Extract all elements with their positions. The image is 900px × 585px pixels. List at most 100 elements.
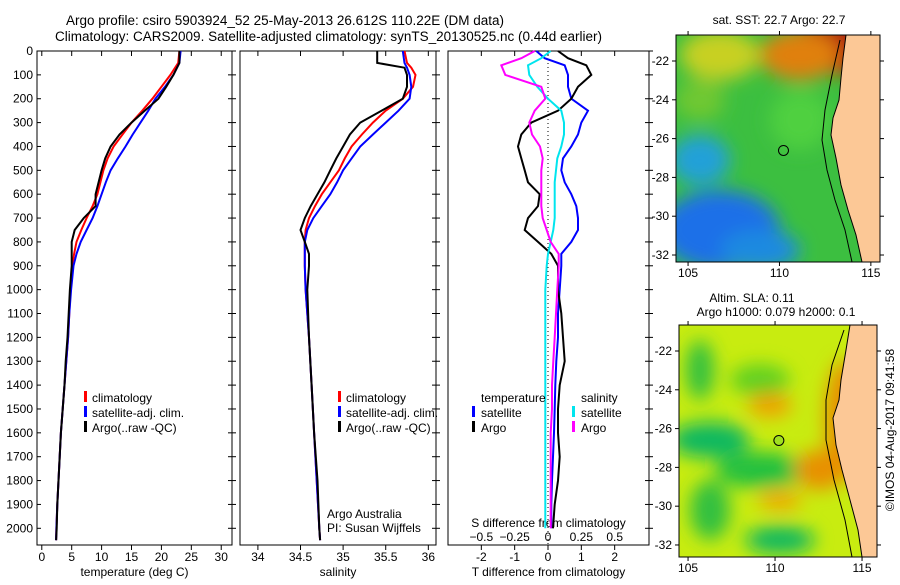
legend-label-t-satellite: satellite [481, 406, 522, 420]
series-T-satellite [535, 50, 590, 529]
x-tick-label: 36 [422, 550, 436, 564]
sst-map-title: sat. SST: 22.7 Argo: 22.7 [713, 13, 846, 27]
legend-swatch-s-satellite [572, 406, 575, 417]
lat-tick-label: -26 [652, 132, 670, 146]
x-tick-label: 35.5 [374, 550, 398, 564]
panel-temperature: 0 5 10 15 20 25 300100200300400500600700800900… [6, 44, 236, 579]
series-argo [299, 51, 408, 541]
legend-label-argo: Argo(..raw -QC) [92, 421, 177, 435]
sst-cool-region [720, 230, 800, 262]
sla-low-region [686, 340, 714, 400]
legend-label-s-satellite: satellite [581, 406, 622, 420]
sst-mid-region [676, 80, 725, 120]
credit-line2: PI: Susan Wijffels [327, 521, 421, 535]
lat-tick-label: -28 [655, 460, 673, 474]
x2-tick-label: −0.5 [469, 530, 493, 544]
legend-label-s-argo: Argo [581, 421, 607, 435]
sst-cool-region [676, 135, 730, 185]
sla-high-region [748, 393, 792, 417]
series-climatology [55, 50, 181, 541]
series-satellite [55, 50, 182, 541]
lon-tick-label: 115 [861, 266, 880, 280]
lon-tick-label: 115 [852, 561, 871, 575]
panel-salinity: 34 34.5 35 35.5 36 salinity [239, 50, 440, 579]
x2-tick-label: 0.5 [606, 530, 623, 544]
x-tick-label: 34 [251, 550, 265, 564]
x-tick-label: 5 [68, 550, 75, 564]
lat-tick-label: -28 [652, 170, 670, 184]
sla-map [679, 325, 877, 557]
x2-tick-label: −0.25 [499, 530, 530, 544]
x-tick-label: 0 [38, 550, 45, 564]
legend-label-climatology: climatology [346, 391, 406, 405]
lat-tick-label: -30 [655, 499, 673, 513]
y-tick-label: 700 [13, 211, 33, 225]
plot-frame [239, 50, 437, 546]
y-tick-label: 900 [13, 259, 33, 273]
x-axis-label: temperature (deg C) [80, 565, 188, 579]
lat-tick-label: -22 [655, 344, 673, 358]
legend-swatch-satellite [338, 406, 341, 417]
legend-swatch-climatology [84, 391, 87, 402]
y-tick-label: 1100 [7, 307, 33, 321]
sla-map-title-line2: Argo h1000: 0.079 h2000: 0.1 [697, 305, 856, 319]
y-tick-label: 100 [13, 68, 33, 82]
legend-header-salinity: salinity [581, 391, 618, 405]
sla-low-region [715, 452, 805, 488]
legend-swatch-s-argo [572, 421, 575, 432]
lat-tick-label: -30 [652, 209, 670, 223]
argo-position-marker [777, 144, 789, 156]
salinity-legend: climatology satellite-adj. clim. Argo(..… [338, 391, 438, 435]
x-tick-label: 35 [336, 550, 350, 564]
credit-line1: Argo Australia [327, 507, 402, 521]
legend-swatch-climatology [338, 391, 341, 402]
legend-header-temperature: temperature [481, 391, 546, 405]
y-tick-label: 1000 [6, 283, 33, 297]
y-tick-label: 500 [13, 163, 33, 177]
y-tick-label: 1500 [6, 402, 33, 416]
sla-low-region [690, 480, 730, 540]
series-T-argo [516, 50, 593, 529]
x-tick-label: 30 [215, 550, 229, 564]
land-australia [832, 325, 877, 557]
x2-axis-label: S difference from climatology [471, 516, 626, 530]
temperature-legend: climatology satellite-adj. clim. Argo(..… [84, 391, 184, 435]
lon-tick-label: 110 [770, 266, 789, 280]
sla-map-title-line1: Altim. SLA: 0.11 [709, 291, 794, 305]
imos-timestamp: ©IMOS 04-Aug-2017 09:41:58 [883, 349, 897, 512]
y-tick-label: 1200 [6, 330, 33, 344]
sla-map-axes: 105 110 115 -22 -24 -26 -28 -30 -32 [655, 321, 881, 575]
sla-high-region [758, 490, 802, 510]
legend-label-satellite: satellite-adj. clim. [346, 406, 438, 420]
land-australia [830, 35, 880, 262]
x-tick-label: -2 [476, 550, 487, 564]
series-S-argo [499, 50, 560, 529]
x-tick-label: 20 [155, 550, 169, 564]
legend-swatch-argo [84, 421, 87, 432]
lon-tick-label: 110 [765, 561, 784, 575]
y-tick-label: 400 [13, 139, 33, 153]
x-tick-label: 1 [578, 550, 585, 564]
sla-low-region [730, 364, 790, 396]
series-climatology [303, 50, 417, 541]
sst-mid-region [770, 90, 830, 150]
lon-tick-label: 105 [678, 561, 698, 575]
sla-low-region [745, 526, 815, 554]
lat-tick-label: -32 [655, 538, 673, 552]
x-tick-label: 10 [95, 550, 109, 564]
y-tick-label: 0 [26, 44, 33, 58]
sst-map-axes: 105 110 115 -22 -24 -26 -28 -30 -32 [652, 31, 884, 280]
y-tick-label: 1800 [6, 474, 33, 488]
figure-title-line2: Climatology: CARS2009. Satellite-adjuste… [55, 29, 602, 44]
y-tick-label: 600 [13, 187, 33, 201]
shelf-contour [825, 329, 853, 557]
legend-swatch-satellite [84, 406, 87, 417]
sla-map-frame [678, 324, 878, 558]
legend-label-satellite: satellite-adj. clim. [92, 406, 184, 420]
x-tick-label: -1 [509, 550, 520, 564]
y-tick-label: 200 [13, 92, 33, 106]
y-tick-label: 300 [13, 116, 33, 130]
legend-swatch-argo [338, 421, 341, 432]
lat-tick-label: -32 [652, 248, 670, 262]
series-S-satellite [526, 50, 565, 529]
